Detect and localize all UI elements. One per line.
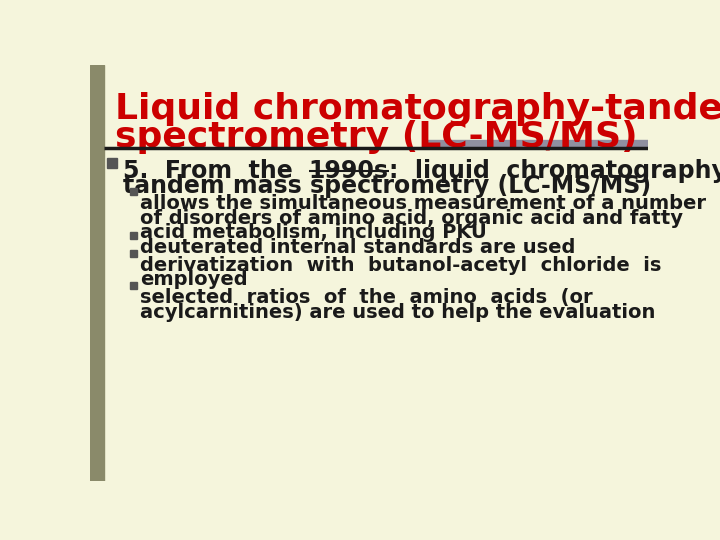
Text: 5.  From  the: 5. From the (122, 159, 309, 183)
Text: acylcarnitines) are used to help the evaluation: acylcarnitines) are used to help the eva… (140, 303, 656, 322)
Text: of disorders of amino acid, organic acid and fatty: of disorders of amino acid, organic acid… (140, 209, 683, 228)
Bar (107, 158, 117, 168)
Text: spectrometry (LC-MS/MS): spectrometry (LC-MS/MS) (114, 120, 637, 154)
Text: selected  ratios  of  the  amino  acids  (or: selected ratios of the amino acids (or (140, 288, 593, 307)
Bar (130, 188, 137, 195)
Bar (130, 282, 137, 289)
Bar (423, 140, 648, 148)
Text: acid metabolism, including PKU: acid metabolism, including PKU (140, 224, 487, 242)
Text: tandem mass spectrometry (LC-MS/MS): tandem mass spectrometry (LC-MS/MS) (122, 174, 651, 198)
Text: Liquid chromatography-tandem mass: Liquid chromatography-tandem mass (114, 92, 720, 126)
Text: deuterated internal standards are used: deuterated internal standards are used (140, 238, 576, 257)
Text: employed: employed (140, 271, 248, 289)
Text: :  liquid  chromatography-: : liquid chromatography- (389, 159, 720, 183)
Text: 1990s: 1990s (309, 159, 389, 183)
Bar (130, 232, 137, 239)
Text: derivatization  with  butanol-acetyl  chloride  is: derivatization with butanol-acetyl chlor… (140, 256, 662, 275)
Bar (130, 249, 137, 256)
Bar (90, 65, 104, 481)
Text: allows the simultaneous measurement of a number: allows the simultaneous measurement of a… (140, 194, 706, 213)
